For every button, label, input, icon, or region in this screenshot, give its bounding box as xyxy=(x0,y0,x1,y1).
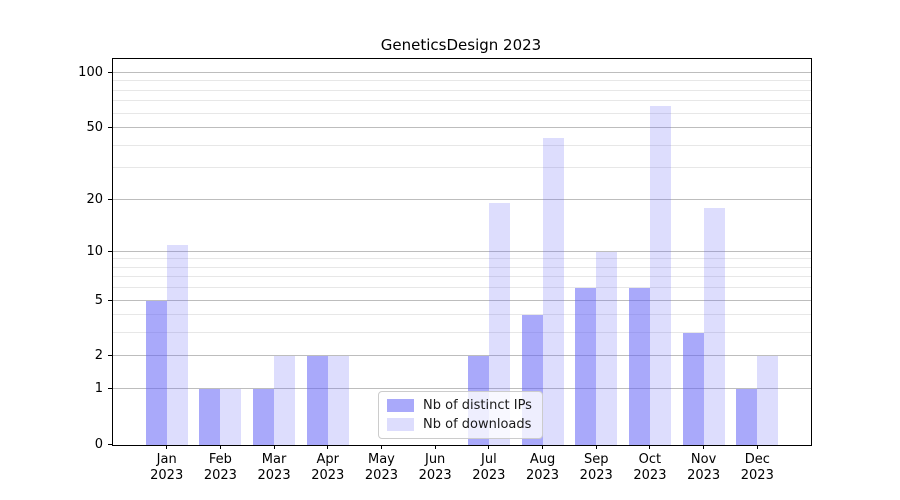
x-axis-tick-mark-mar xyxy=(273,445,275,449)
x-axis-tick-label-may: May 2023 xyxy=(364,452,398,483)
x-axis-tick-label-oct: Oct 2023 xyxy=(633,452,667,483)
x-axis-tick-label-aug: Aug 2023 xyxy=(525,452,560,483)
bar-downloads-oct xyxy=(649,106,671,445)
x-axis-tick-label-nov: Nov 2023 xyxy=(687,452,721,483)
x-axis-tick-mark-jan xyxy=(166,445,168,449)
y-axis-tick-label-0: 0 xyxy=(94,437,103,452)
gridline-minor-4 xyxy=(113,314,811,316)
y-axis-tick-mark-1 xyxy=(108,388,112,390)
gridline-minor-60 xyxy=(113,112,811,114)
bar-downloads-jan xyxy=(166,244,188,445)
y-axis-tick-mark-10 xyxy=(108,250,112,252)
bar-distinct-ips-oct xyxy=(628,288,650,445)
y-axis-tick-label-5: 5 xyxy=(94,292,103,308)
gridline-major-20 xyxy=(113,198,811,200)
legend-item-downloads: Nb of downloads xyxy=(387,417,532,432)
y-axis-tick-label-2: 2 xyxy=(94,348,103,364)
y-axis-tick-label-50: 50 xyxy=(86,120,103,135)
x-axis-tick-label-sep: Sep 2023 xyxy=(579,452,613,483)
x-axis-tick-mark-aug xyxy=(542,445,544,449)
gridline-minor-90 xyxy=(113,80,811,82)
bar-distinct-ips-jan xyxy=(145,300,167,445)
x-axis-tick-mark-jul xyxy=(488,445,490,449)
bar-downloads-feb xyxy=(220,389,242,445)
y-axis-tick-label-1: 1 xyxy=(94,381,103,397)
x-axis-tick-mark-may xyxy=(380,445,382,449)
x-axis-tick-mark-oct xyxy=(649,445,651,449)
x-axis-tick-mark-apr xyxy=(327,445,329,449)
x-axis-tick-mark-dec xyxy=(756,445,758,449)
legend-label-downloads: Nb of downloads xyxy=(423,417,532,432)
bar-distinct-ips-nov xyxy=(682,333,704,445)
bar-downloads-sep xyxy=(596,251,618,445)
gridline-major-1 xyxy=(113,388,811,390)
bar-downloads-mar xyxy=(274,356,296,445)
x-axis-tick-label-feb: Feb 2023 xyxy=(203,452,237,483)
x-axis-tick-mark-feb xyxy=(219,445,221,449)
legend: Nb of distinct IPs Nb of downloads xyxy=(378,391,543,439)
y-axis-tick-label-10: 10 xyxy=(86,243,103,259)
bar-distinct-ips-apr xyxy=(306,356,328,445)
bar-downloads-aug xyxy=(542,138,564,445)
y-axis-tick-label-100: 100 xyxy=(78,64,103,80)
bar-downloads-dec xyxy=(757,356,779,445)
y-axis-tick-mark-20 xyxy=(108,198,112,200)
y-axis-tick-label-20: 20 xyxy=(86,191,103,207)
gridline-minor-30 xyxy=(113,167,811,169)
x-axis-tick-label-jan: Jan 2023 xyxy=(150,452,184,483)
gridline-minor-9 xyxy=(113,258,811,260)
gridline-major-5 xyxy=(113,299,811,301)
gridline-major-50 xyxy=(113,127,811,128)
legend-swatch-distinct-ips xyxy=(387,399,414,412)
legend-swatch-downloads xyxy=(387,418,414,431)
legend-item-distinct-ips: Nb of distinct IPs xyxy=(387,398,532,413)
gridline-major-100 xyxy=(113,71,811,73)
y-axis-tick-mark-5 xyxy=(108,299,112,301)
gridline-minor-3 xyxy=(113,332,811,334)
bar-distinct-ips-mar xyxy=(253,389,275,445)
x-axis-tick-label-dec: Dec 2023 xyxy=(740,452,774,483)
chart-title: GeneticsDesign 2023 xyxy=(380,36,542,54)
x-axis-tick-label-mar: Mar 2023 xyxy=(257,452,291,483)
gridline-major-10 xyxy=(113,250,811,252)
legend-label-distinct-ips: Nb of distinct IPs xyxy=(423,398,532,413)
x-axis-tick-mark-nov xyxy=(703,445,705,449)
plot-area: Nb of distinct IPs Nb of downloads 0 1 2 5 1… xyxy=(78,58,812,483)
bar-downloads-jul xyxy=(488,203,510,445)
bar-distinct-ips-feb xyxy=(199,389,221,445)
x-axis-tick-label-apr: Apr 2023 xyxy=(311,452,345,483)
gridline-minor-80 xyxy=(113,89,811,91)
x-axis-tick-mark-jun xyxy=(434,445,436,449)
y-axis-tick-mark-50 xyxy=(108,127,112,128)
bar-downloads-nov xyxy=(703,207,725,445)
y-axis-tick-mark-100 xyxy=(108,71,112,73)
bar-distinct-ips-sep xyxy=(575,288,597,445)
gridline-minor-6 xyxy=(113,287,811,289)
gridline-minor-7 xyxy=(113,276,811,278)
x-axis-tick-mark-sep xyxy=(595,445,597,449)
x-axis-tick-label-jul: Jul 2023 xyxy=(472,452,506,483)
gridline-minor-70 xyxy=(113,100,811,102)
gridline-major-2 xyxy=(113,355,811,357)
gridline-minor-40 xyxy=(113,144,811,146)
x-axis-tick-label-jun: Jun 2023 xyxy=(418,452,452,483)
bar-distinct-ips-dec xyxy=(736,389,758,445)
y-axis-tick-mark-2 xyxy=(108,355,112,357)
y-axis-tick-mark-0 xyxy=(108,444,112,445)
gridline-minor-8 xyxy=(113,266,811,268)
bar-downloads-apr xyxy=(327,356,349,445)
